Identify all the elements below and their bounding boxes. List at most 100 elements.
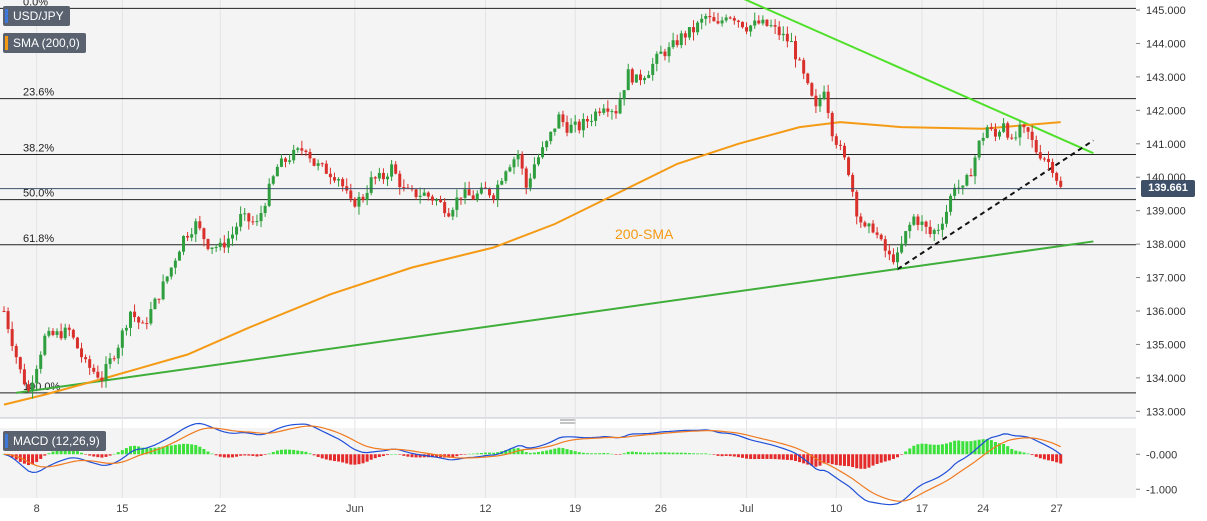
macd-histogram-bar bbox=[255, 454, 259, 457]
price-axis[interactable]: 145.000144.000143.000142.000141.000140.0… bbox=[1136, 5, 1186, 418]
candle-body bbox=[965, 175, 969, 186]
macd-histogram-bar bbox=[944, 443, 948, 455]
macd-histogram-bar bbox=[908, 448, 912, 455]
candle-body bbox=[349, 190, 353, 199]
macd-histogram-bar bbox=[332, 454, 336, 462]
macd-histogram-bar bbox=[651, 452, 655, 455]
candle-body bbox=[390, 164, 394, 177]
macd-legend-tag[interactable]: MACD (12,26,9) bbox=[3, 431, 106, 451]
candle-body bbox=[679, 33, 683, 46]
candle-body bbox=[1002, 123, 1006, 132]
candle-body bbox=[655, 53, 659, 64]
candle-body bbox=[879, 234, 883, 240]
macd-histogram-bar bbox=[263, 454, 267, 455]
macd-histogram-bar bbox=[687, 453, 691, 455]
macd-histogram-bar bbox=[165, 445, 169, 455]
macd-histogram-bar bbox=[194, 445, 198, 455]
candle-body bbox=[859, 216, 863, 223]
macd-histogram-bar bbox=[116, 452, 120, 455]
candle-body bbox=[190, 234, 194, 238]
candle-body bbox=[112, 358, 116, 360]
candle-body bbox=[814, 95, 818, 107]
macd-tick-label: -1.000 bbox=[1146, 484, 1177, 496]
y-tick-label: 139.000 bbox=[1146, 206, 1186, 218]
candle-body bbox=[585, 118, 589, 122]
candle-body bbox=[659, 51, 663, 54]
macd-histogram-bar bbox=[206, 451, 210, 455]
candle-body bbox=[842, 145, 846, 158]
sma-legend-tag[interactable]: SMA (200,0) bbox=[3, 33, 86, 53]
candle-body bbox=[22, 369, 26, 385]
macd-histogram-bar bbox=[357, 454, 361, 465]
candle-body bbox=[496, 184, 500, 200]
macd-histogram-bar bbox=[365, 454, 369, 462]
macd-histogram-bar bbox=[798, 454, 802, 463]
macd-histogram-bar bbox=[84, 454, 88, 455]
candle-body bbox=[459, 197, 463, 199]
macd-histogram-bar bbox=[712, 454, 716, 455]
macd-histogram-bar bbox=[1046, 454, 1050, 461]
candle-body bbox=[594, 111, 598, 121]
macd-histogram-bar bbox=[806, 454, 810, 465]
macd-histogram-bar bbox=[634, 452, 638, 455]
macd-histogram-bar bbox=[638, 452, 642, 455]
candle-body bbox=[1042, 158, 1046, 160]
candlesticks bbox=[2, 9, 1063, 399]
macd-histogram-bar bbox=[891, 454, 895, 459]
candle-body bbox=[177, 251, 181, 261]
candle-body bbox=[422, 192, 426, 196]
symbol-tag[interactable]: USD/JPY bbox=[3, 6, 70, 26]
macd-histogram-bar bbox=[842, 454, 846, 466]
candle-body bbox=[2, 310, 6, 312]
macd-histogram-bar bbox=[875, 454, 879, 464]
candle-body bbox=[740, 21, 744, 28]
macd-histogram-bar bbox=[879, 454, 883, 463]
candle-body bbox=[900, 243, 904, 253]
candle-body bbox=[304, 150, 308, 152]
macd-histogram-bar bbox=[1022, 452, 1026, 455]
candle-body bbox=[520, 154, 524, 169]
candle-body bbox=[35, 368, 39, 384]
fib-level-label: 38.2% bbox=[23, 142, 54, 154]
candle-body bbox=[202, 228, 206, 240]
y-tick-label: 136.000 bbox=[1146, 306, 1186, 318]
candle-body bbox=[834, 136, 838, 145]
candle-body bbox=[549, 131, 553, 142]
macd-histogram-bar bbox=[814, 454, 818, 467]
candle-body bbox=[757, 20, 761, 24]
pane-resize-handle[interactable] bbox=[560, 419, 576, 424]
macd-histogram-bar bbox=[851, 454, 855, 468]
candle-body bbox=[194, 221, 198, 235]
macd-histogram-bar bbox=[63, 449, 67, 455]
macd-histogram-bar bbox=[463, 454, 467, 455]
candle-body bbox=[806, 73, 810, 84]
candle-body bbox=[643, 78, 647, 81]
candle-body bbox=[206, 239, 210, 249]
macd-histogram-bar bbox=[708, 453, 712, 455]
candle-body bbox=[936, 229, 940, 231]
macd-histogram-bar bbox=[541, 451, 545, 455]
candle-body bbox=[137, 317, 141, 323]
fib-level-label: 23.6% bbox=[23, 87, 54, 99]
macd-histogram-bar bbox=[716, 454, 720, 456]
macd-histogram-bar bbox=[863, 454, 867, 469]
y-tick-label: 144.000 bbox=[1146, 38, 1186, 50]
macd-histogram-bar bbox=[247, 454, 251, 456]
macd-histogram-bar bbox=[512, 448, 516, 455]
candle-body bbox=[92, 367, 96, 372]
macd-histogram-bar bbox=[912, 445, 916, 455]
macd-histogram-bar bbox=[826, 454, 830, 464]
candle-body bbox=[1046, 158, 1050, 163]
candle-body bbox=[626, 69, 630, 91]
candle-body bbox=[708, 16, 712, 18]
macd-histogram-bar bbox=[80, 452, 84, 455]
macd-histogram-bar bbox=[916, 444, 920, 455]
macd-histogram-bar bbox=[704, 453, 708, 455]
macd-histogram bbox=[2, 439, 1063, 469]
time-axis[interactable]: 8 15 22 Jun 12 19 26 Jul 10 17 24 27 bbox=[34, 503, 1063, 515]
macd-histogram-bar bbox=[169, 445, 173, 455]
macd-histogram-bar bbox=[141, 447, 145, 455]
candle-body bbox=[341, 179, 345, 187]
candle-body bbox=[312, 158, 316, 166]
candle-body bbox=[467, 189, 471, 196]
